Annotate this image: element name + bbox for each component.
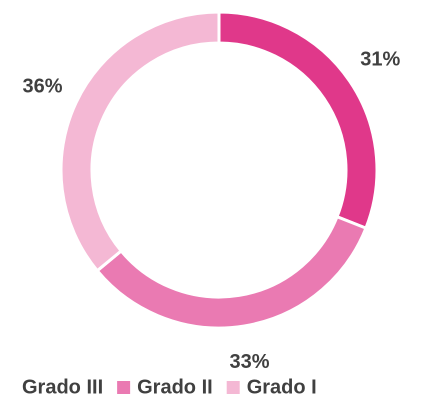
legend-swatch — [226, 381, 240, 394]
legend-label: Grado I — [247, 376, 317, 398]
donut-slice — [217, 10, 379, 231]
donut-slice — [95, 214, 368, 330]
data-label: 33% — [229, 351, 269, 373]
donut-slice — [59, 10, 221, 273]
data-label: 36% — [23, 75, 63, 97]
legend-swatch — [117, 381, 131, 394]
data-label: 31% — [360, 49, 400, 71]
legend-label: Grado III — [22, 376, 103, 398]
legend-label: Grado II — [137, 376, 213, 398]
